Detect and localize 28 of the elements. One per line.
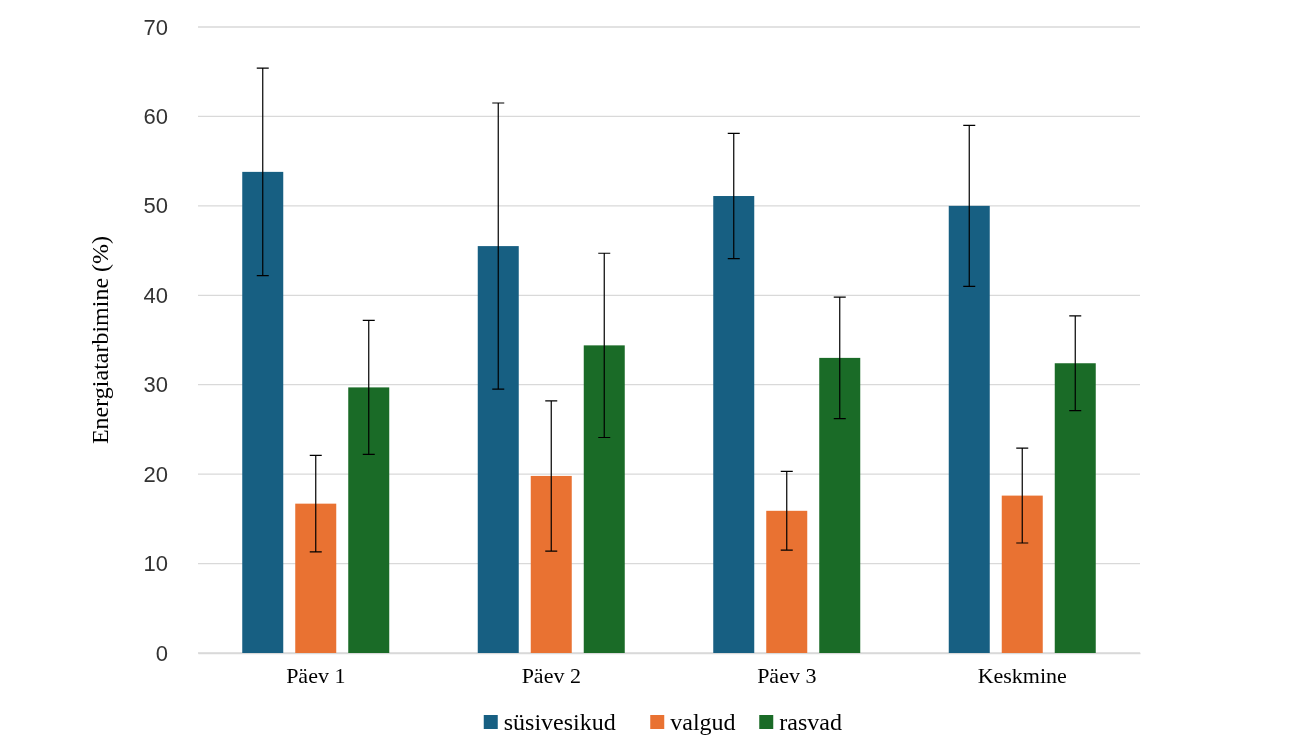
x-tick-label: Päev 2 bbox=[521, 662, 581, 688]
y-tick-label: 30 bbox=[143, 372, 168, 398]
bar bbox=[948, 205, 990, 653]
y-tick-label: 60 bbox=[143, 103, 168, 129]
x-tick-label: Päev 1 bbox=[286, 662, 346, 688]
x-tick-label: Päev 3 bbox=[757, 662, 817, 688]
bar bbox=[295, 503, 337, 653]
bar bbox=[530, 475, 572, 653]
bar bbox=[819, 357, 861, 653]
bar bbox=[348, 387, 390, 653]
bar bbox=[1001, 495, 1043, 653]
bar bbox=[1054, 363, 1096, 653]
bar bbox=[713, 196, 755, 653]
bar bbox=[583, 345, 625, 653]
y-tick-label: 0 bbox=[155, 640, 168, 666]
legend-label: süsivesikud bbox=[503, 709, 616, 735]
y-axis-title: Energiatarbimine (%) bbox=[87, 235, 113, 445]
y-tick-label: 70 bbox=[143, 14, 168, 40]
legend-label: valgud bbox=[670, 709, 736, 735]
y-tick-label: 50 bbox=[143, 193, 168, 219]
y-tick-label: 40 bbox=[143, 282, 168, 308]
legend-label: rasvad bbox=[779, 709, 842, 735]
y-tick-label: 20 bbox=[143, 461, 168, 487]
x-tick-label: Keskmine bbox=[977, 662, 1067, 688]
bar bbox=[477, 246, 519, 653]
bar bbox=[242, 171, 284, 653]
y-tick-label: 10 bbox=[143, 551, 168, 577]
bar bbox=[766, 510, 808, 653]
